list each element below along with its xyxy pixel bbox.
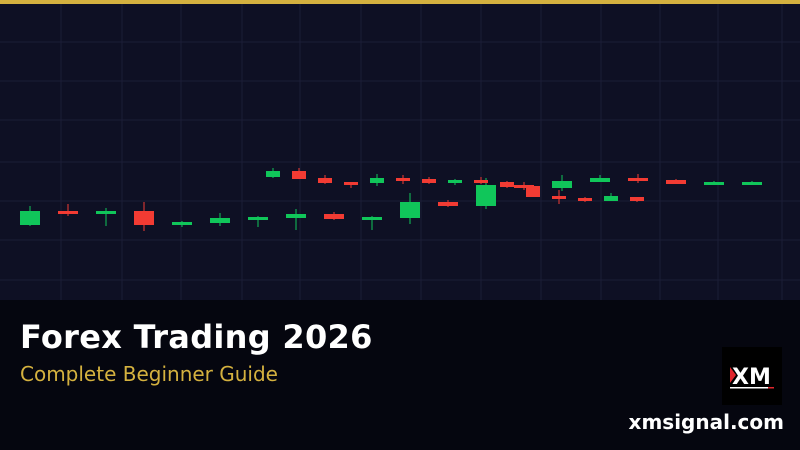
bearish-candle: [552, 190, 566, 204]
page-subtitle: Complete Beginner Guide: [20, 362, 278, 386]
candle-body: [476, 185, 496, 206]
bearish-candle: [628, 174, 648, 183]
candle-body: [500, 182, 514, 187]
candle-body: [666, 180, 686, 184]
page-title: Forex Trading 2026: [20, 318, 373, 356]
candle-body: [438, 202, 458, 206]
bullish-candle: [20, 206, 40, 226]
bullish-candle: [742, 181, 762, 185]
candle-body: [266, 171, 280, 177]
bullish-candle: [362, 216, 382, 230]
candle-body: [448, 180, 462, 183]
logo-text: XM: [732, 365, 771, 390]
bullish-candle: [172, 221, 192, 227]
candle-body: [400, 202, 420, 218]
title-panel: [0, 300, 800, 450]
bullish-candle: [266, 168, 280, 178]
candle-body: [96, 211, 116, 214]
candlestick-chart-background: [0, 4, 800, 300]
accent-bar: [0, 0, 800, 4]
bearish-candle: [630, 197, 644, 202]
xm-logo-icon: XM: [722, 347, 782, 405]
candle-body: [292, 171, 306, 179]
candle-body: [704, 182, 724, 185]
bullish-candle: [604, 193, 618, 201]
bearish-candle: [58, 204, 78, 216]
bearish-candle: [324, 212, 344, 220]
bullish-candle: [370, 174, 384, 186]
bearish-candle: [344, 182, 358, 188]
bearish-candle: [474, 177, 488, 184]
bearish-candle: [292, 168, 306, 179]
candle-body: [422, 179, 436, 183]
candle-body: [362, 217, 382, 220]
bullish-candle: [248, 216, 268, 227]
candle-body: [344, 182, 358, 185]
candle-body: [552, 196, 566, 199]
bearish-candle: [666, 179, 686, 184]
candle-body: [58, 211, 78, 214]
bearish-candle: [134, 202, 154, 231]
candle-body: [286, 214, 306, 218]
bearish-candle: [396, 175, 410, 184]
candle-body: [628, 178, 648, 181]
bullish-candle: [286, 209, 306, 230]
bearish-candle: [422, 177, 436, 184]
bullish-candle: [400, 193, 420, 224]
candle-body: [514, 185, 534, 188]
candle-body: [134, 211, 154, 225]
candle-body: [20, 211, 40, 225]
candle-body: [248, 217, 268, 220]
candle-body: [742, 182, 762, 185]
bullish-candle: [704, 181, 724, 185]
bearish-candle: [438, 200, 458, 207]
candle-body: [552, 181, 572, 188]
candle-body: [396, 178, 410, 181]
candle-body: [578, 198, 592, 201]
bullish-candle: [476, 178, 496, 209]
bullish-candle: [448, 179, 462, 185]
bearish-candle: [514, 182, 534, 190]
candle-body: [172, 222, 192, 225]
candle-body: [370, 178, 384, 183]
candle-body: [324, 214, 344, 219]
website-url[interactable]: xmsignal.com: [628, 410, 784, 434]
bullish-candle: [590, 175, 610, 182]
bullish-candle: [96, 208, 116, 226]
bullish-candle: [210, 213, 230, 226]
candle-body: [210, 218, 230, 223]
bullish-candle: [552, 175, 572, 191]
bearish-candle: [526, 186, 540, 197]
candle-body: [630, 197, 644, 201]
bearish-candle: [578, 197, 592, 202]
candle-body: [526, 186, 540, 197]
candle-body: [474, 180, 488, 183]
bearish-candle: [318, 175, 332, 184]
candle-body: [590, 178, 610, 182]
candle-body: [604, 196, 618, 201]
candle-body: [318, 178, 332, 183]
bearish-candle: [500, 181, 514, 188]
logo-red-arrow: [730, 367, 736, 383]
